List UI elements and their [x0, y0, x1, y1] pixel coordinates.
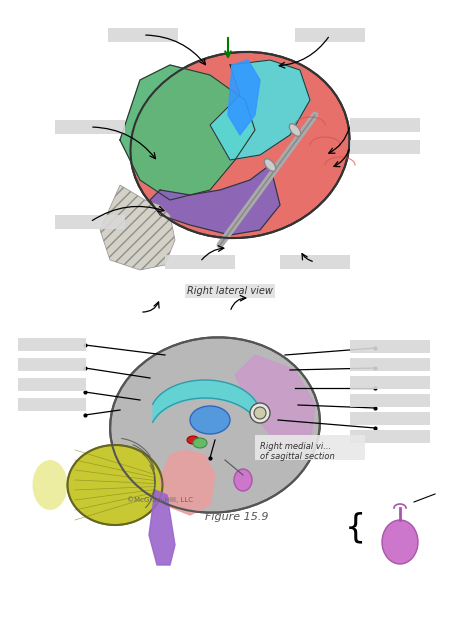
Text: {: {: [345, 512, 365, 544]
Text: Right lateral view: Right lateral view: [187, 286, 273, 296]
Polygon shape: [150, 165, 280, 235]
Bar: [350, 430, 430, 443]
Ellipse shape: [264, 159, 276, 171]
Bar: [350, 340, 430, 353]
Ellipse shape: [33, 460, 67, 510]
Bar: [55, 120, 125, 134]
Ellipse shape: [289, 124, 301, 136]
Polygon shape: [210, 60, 310, 160]
Text: Figure 15.9: Figure 15.9: [205, 512, 269, 522]
Ellipse shape: [382, 520, 418, 564]
Bar: [350, 118, 420, 132]
Bar: [280, 255, 350, 269]
Ellipse shape: [190, 406, 230, 434]
Polygon shape: [235, 355, 315, 455]
Polygon shape: [100, 185, 175, 270]
Polygon shape: [228, 60, 260, 135]
Bar: [350, 140, 420, 154]
Bar: [55, 215, 125, 229]
Ellipse shape: [234, 469, 252, 491]
Text: ©McGraw-Hill, LLC: ©McGraw-Hill, LLC: [127, 497, 193, 503]
Bar: [185, 284, 275, 298]
Bar: [18, 338, 86, 351]
Bar: [350, 358, 430, 371]
Bar: [350, 376, 430, 389]
Circle shape: [254, 407, 266, 419]
Bar: [165, 255, 235, 269]
Bar: [295, 28, 365, 42]
Polygon shape: [149, 490, 175, 565]
Ellipse shape: [67, 445, 163, 525]
Bar: [350, 412, 430, 425]
Ellipse shape: [130, 52, 349, 238]
Polygon shape: [160, 450, 215, 515]
Bar: [18, 378, 86, 391]
Bar: [255, 435, 365, 460]
Bar: [350, 394, 430, 407]
Bar: [18, 398, 86, 411]
Polygon shape: [120, 65, 255, 200]
Bar: [108, 28, 178, 42]
Bar: [18, 358, 86, 371]
Ellipse shape: [110, 337, 320, 513]
Ellipse shape: [193, 438, 207, 448]
Text: Right medial vi...
of sagittal section: Right medial vi... of sagittal section: [260, 442, 335, 461]
Ellipse shape: [187, 436, 199, 444]
Circle shape: [250, 403, 270, 423]
